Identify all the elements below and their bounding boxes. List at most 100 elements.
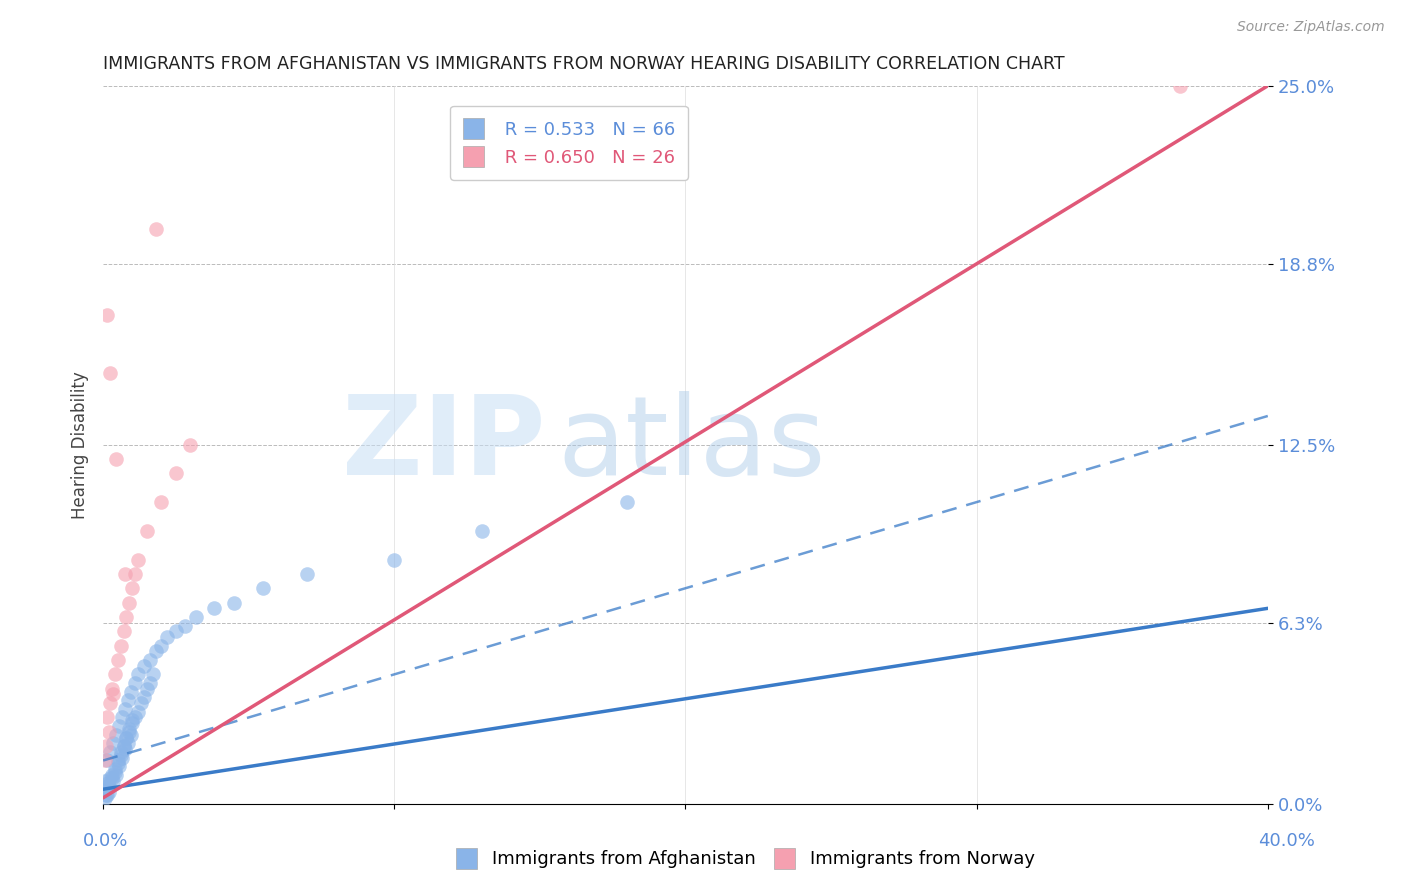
Point <box>111 710 134 724</box>
Point <box>156 630 179 644</box>
Point <box>145 644 167 658</box>
Point <box>105 768 128 782</box>
Point <box>132 690 155 705</box>
Point <box>135 681 157 696</box>
Text: 40.0%: 40.0% <box>1258 831 1315 849</box>
Text: IMMIGRANTS FROM AFGHANISTAN VS IMMIGRANTS FROM NORWAY HEARING DISABILITY CORRELA: IMMIGRANTS FROM AFGHANISTAN VS IMMIGRANT… <box>103 55 1064 73</box>
Point <box>121 716 143 731</box>
Point <box>121 581 143 595</box>
Point <box>94 773 117 788</box>
Point <box>110 639 132 653</box>
Point <box>121 714 143 728</box>
Point <box>105 728 128 742</box>
Point <box>117 736 139 750</box>
Point <box>97 785 120 799</box>
Point <box>98 366 121 380</box>
Point <box>96 754 118 768</box>
Point <box>101 771 124 785</box>
Point <box>107 653 129 667</box>
Point <box>103 736 125 750</box>
Point <box>94 782 117 797</box>
Point <box>96 788 118 802</box>
Text: ZIP: ZIP <box>342 392 546 499</box>
Point <box>112 739 135 753</box>
Point <box>111 750 134 764</box>
Point <box>127 552 149 566</box>
Point <box>120 684 142 698</box>
Point <box>202 601 225 615</box>
Point <box>120 728 142 742</box>
Point <box>97 724 120 739</box>
Point <box>127 705 149 719</box>
Point <box>97 776 120 790</box>
Point <box>110 747 132 762</box>
Text: atlas: atlas <box>557 392 825 499</box>
Point <box>96 710 118 724</box>
Point <box>132 658 155 673</box>
Point <box>115 731 138 745</box>
Point <box>118 724 141 739</box>
Point <box>135 524 157 538</box>
Point <box>186 610 208 624</box>
Point <box>124 566 146 581</box>
Point <box>107 754 129 768</box>
Point <box>138 676 160 690</box>
Point <box>127 667 149 681</box>
Point <box>114 742 136 756</box>
Point <box>150 495 173 509</box>
Point <box>117 693 139 707</box>
Point <box>93 754 115 768</box>
Point <box>104 762 127 776</box>
Point <box>104 764 127 779</box>
Point <box>100 771 122 785</box>
Point <box>112 739 135 753</box>
Point <box>179 438 201 452</box>
Point <box>110 745 132 759</box>
Point <box>100 745 122 759</box>
Point <box>112 624 135 639</box>
Point <box>471 524 494 538</box>
Point <box>96 780 118 794</box>
Legend:  R = 0.533   N = 66,  R = 0.650   N = 26: R = 0.533 N = 66, R = 0.650 N = 26 <box>450 105 688 180</box>
Text: 0.0%: 0.0% <box>83 831 128 849</box>
Point <box>115 610 138 624</box>
Point <box>108 759 131 773</box>
Point <box>118 596 141 610</box>
Point <box>93 790 115 805</box>
Point <box>108 719 131 733</box>
Legend: Immigrants from Afghanistan, Immigrants from Norway: Immigrants from Afghanistan, Immigrants … <box>449 840 1042 876</box>
Point <box>103 773 125 788</box>
Text: Source: ZipAtlas.com: Source: ZipAtlas.com <box>1237 21 1385 34</box>
Point <box>94 788 117 802</box>
Point <box>129 696 152 710</box>
Point <box>96 309 118 323</box>
Point <box>100 696 122 710</box>
Point <box>124 676 146 690</box>
Point <box>173 618 195 632</box>
Point <box>382 552 405 566</box>
Point <box>145 222 167 236</box>
Point <box>114 566 136 581</box>
Point <box>114 702 136 716</box>
Point <box>165 467 187 481</box>
Point <box>224 596 246 610</box>
Point <box>150 639 173 653</box>
Point <box>107 756 129 771</box>
Point <box>104 667 127 681</box>
Point <box>295 566 318 581</box>
Point <box>94 739 117 753</box>
Point <box>1170 78 1192 93</box>
Point <box>103 688 125 702</box>
Point <box>101 681 124 696</box>
Point <box>142 667 165 681</box>
Point <box>105 452 128 467</box>
Point <box>115 731 138 745</box>
Point <box>97 780 120 794</box>
Point <box>165 624 187 639</box>
Point <box>252 581 274 595</box>
Point <box>124 710 146 724</box>
Y-axis label: Hearing Disability: Hearing Disability <box>72 371 89 518</box>
Point <box>101 768 124 782</box>
Point <box>616 495 638 509</box>
Point <box>118 722 141 736</box>
